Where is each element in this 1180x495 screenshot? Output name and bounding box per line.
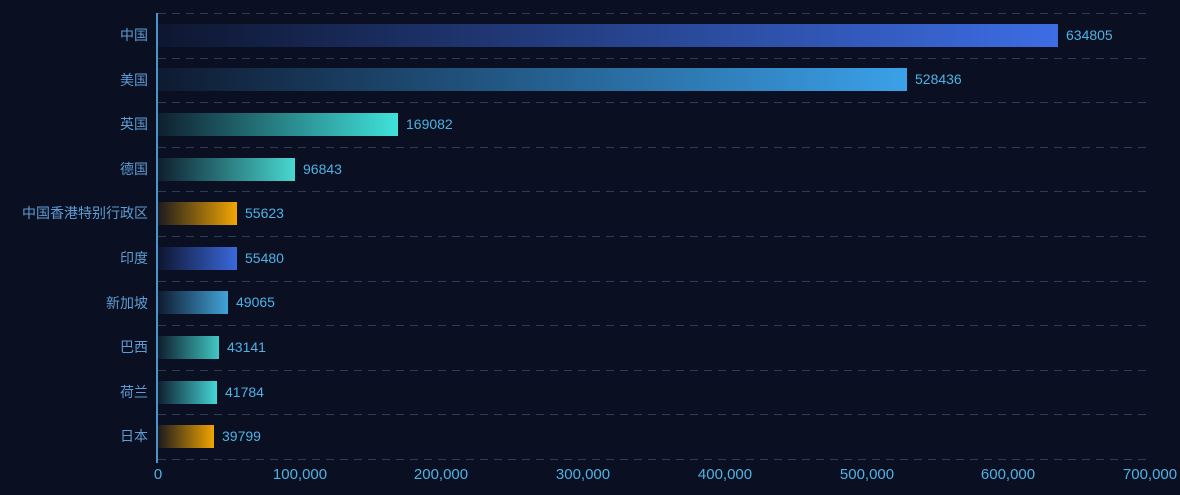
- x-tick-label: 700,000: [1122, 466, 1178, 483]
- bar-value-label: 39799: [222, 428, 261, 444]
- x-tick-label: 200,000: [413, 466, 469, 483]
- category-label: 德国: [120, 161, 148, 177]
- category-split-line: [158, 13, 1150, 14]
- value-axis-labels: 0 100,000 200,000 300,000 400,000 500,000 600,…: [154, 466, 1177, 486]
- plot-area: 634805 528436 169082 96843 55623 55480 49065 43…: [158, 13, 1150, 460]
- bar-value-label: 41784: [225, 384, 264, 400]
- category-label: 英国: [120, 116, 148, 132]
- x-tick-label: 0: [153, 466, 163, 483]
- category-split-line: [158, 236, 1150, 237]
- category-label: 日本: [120, 428, 148, 444]
- category-label: 中国香港特别行政区: [22, 205, 148, 221]
- category-split-line: [158, 191, 1150, 192]
- category-split-line: [158, 325, 1150, 326]
- category-label: 美国: [120, 72, 148, 88]
- bar-value-label: 49065: [236, 294, 275, 310]
- x-tick-label: 300,000: [555, 466, 611, 483]
- bar-印度[interactable]: [158, 247, 237, 270]
- bar-value-label: 55623: [245, 205, 284, 221]
- bar-新加坡[interactable]: [158, 291, 228, 314]
- category-split-line: [158, 147, 1150, 148]
- category-label: 荷兰: [120, 384, 148, 400]
- bar-巴西[interactable]: [158, 336, 219, 359]
- bar-美国[interactable]: [158, 68, 907, 91]
- category-label: 巴西: [120, 339, 148, 355]
- x-tick-label: 600,000: [980, 466, 1036, 483]
- bar-value-label: 43141: [227, 339, 266, 355]
- x-tick-label: 100,000: [272, 466, 328, 483]
- category-label: 新加坡: [106, 295, 148, 311]
- category-label: 印度: [120, 250, 148, 266]
- bar-英国[interactable]: [158, 113, 398, 136]
- bar-value-label: 528436: [915, 71, 962, 87]
- bar-value-label: 169082: [406, 116, 453, 132]
- category-split-line: [158, 102, 1150, 103]
- bar-value-label: 55480: [245, 250, 284, 266]
- y-axis-line: [156, 13, 158, 463]
- category-split-line: [158, 58, 1150, 59]
- bar-中国香港特别行政区[interactable]: [158, 202, 237, 225]
- bar-中国[interactable]: [158, 24, 1058, 47]
- x-tick-label: 500,000: [839, 466, 895, 483]
- bar-value-label: 634805: [1066, 27, 1113, 43]
- category-split-line: [158, 281, 1150, 282]
- x-tick-label: 400,000: [697, 466, 753, 483]
- category-label: 中国: [120, 27, 148, 43]
- bar-日本[interactable]: [158, 425, 214, 448]
- bar-荷兰[interactable]: [158, 381, 217, 404]
- bar-德国[interactable]: [158, 158, 295, 181]
- category-split-line: [158, 370, 1150, 371]
- bar-value-label: 96843: [303, 161, 342, 177]
- category-split-line: [158, 414, 1150, 415]
- category-split-line: [158, 459, 1150, 460]
